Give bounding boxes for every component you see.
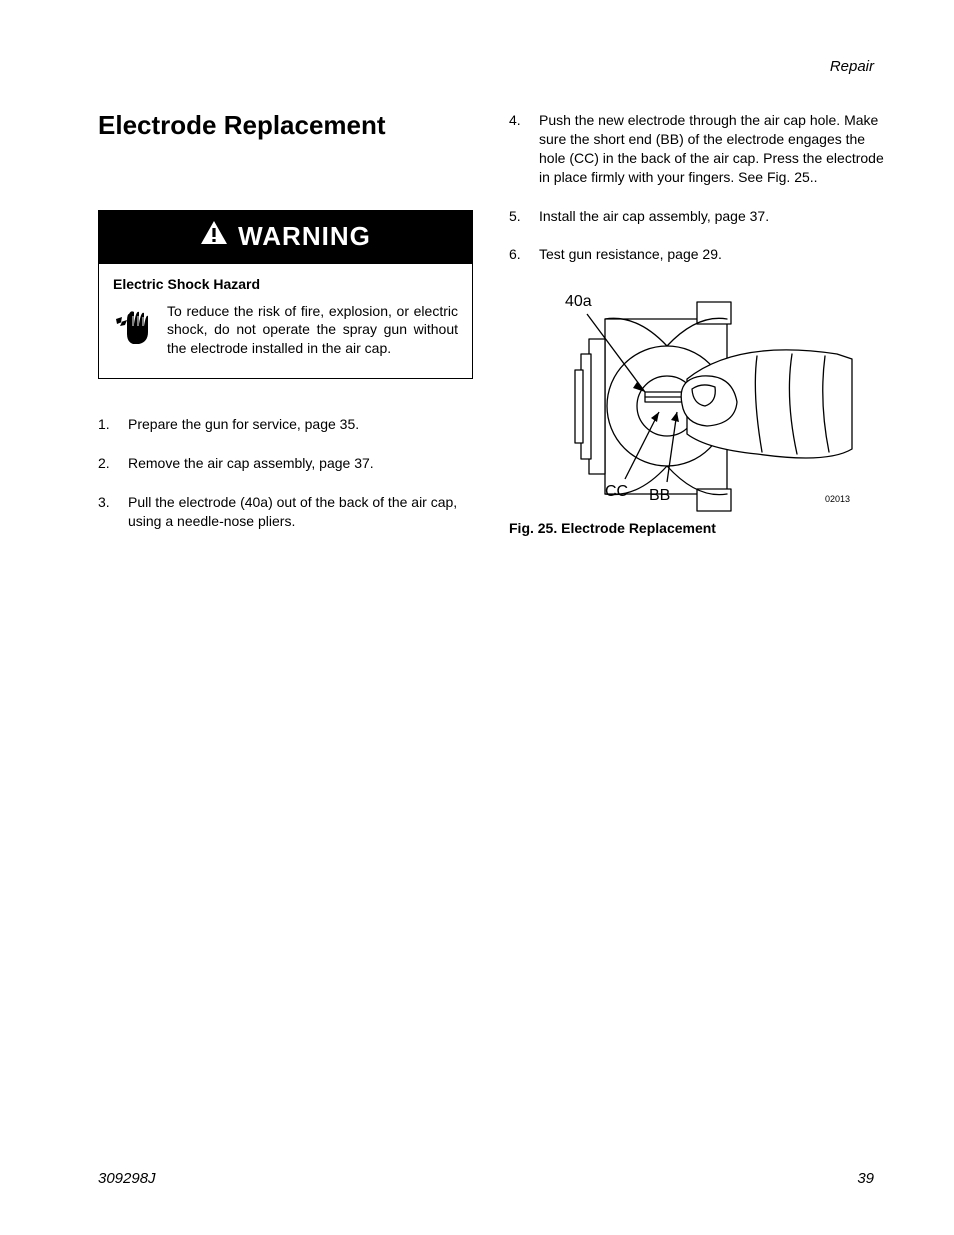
steps-right: Push the new electrode through the air c… [509, 111, 884, 264]
figure-label-cc: CC [605, 483, 628, 500]
page-footer: 309298J 39 [98, 1170, 874, 1187]
page-container: Repair Electrode Replacement WARNING [0, 0, 954, 1235]
section-header: Repair [98, 58, 884, 75]
right-column: Push the new electrode through the air c… [509, 111, 884, 551]
warning-body: To reduce the risk of fire, explosion, o… [113, 302, 458, 359]
figure-ref: 02013 [825, 494, 850, 504]
two-column-layout: Electrode Replacement WARNING Electric S… [98, 111, 884, 551]
steps-left: Prepare the gun for service, page 35. Re… [98, 415, 473, 531]
step-text: Push the new electrode through the air c… [539, 112, 884, 185]
step-item: Prepare the gun for service, page 35. [98, 415, 473, 434]
step-item: Test gun resistance, page 29. [509, 245, 884, 264]
page-title: Electrode Replacement [98, 111, 473, 140]
figure-label-40a: 40a [565, 293, 592, 310]
figure-wrap: 40a CC BB 02013 Fig. [509, 284, 884, 536]
page-number: 39 [857, 1170, 874, 1187]
step-item: Remove the air cap assembly, page 37. [98, 454, 473, 473]
electrode-figure: 40a CC BB 02013 [527, 284, 857, 514]
step-item: Push the new electrode through the air c… [509, 111, 884, 187]
warning-banner-text: WARNING [238, 221, 371, 252]
warning-text: To reduce the risk of fire, explosion, o… [167, 302, 458, 359]
warning-subtitle: Electric Shock Hazard [113, 276, 458, 292]
left-column: Electrode Replacement WARNING Electric S… [98, 111, 473, 551]
warning-content: Electric Shock Hazard [99, 264, 472, 379]
warning-banner: WARNING [99, 211, 472, 264]
figure-caption: Fig. 25. Electrode Replacement [509, 520, 884, 536]
shock-hand-icon [113, 304, 153, 351]
warning-triangle-icon [200, 220, 228, 253]
step-item: Install the air cap assembly, page 37. [509, 207, 884, 226]
doc-id: 309298J [98, 1170, 156, 1187]
warning-box: WARNING Electric Shock Hazard [98, 210, 473, 380]
step-item: Pull the electrode (40a) out of the back… [98, 493, 473, 531]
figure-label-bb: BB [649, 487, 670, 504]
